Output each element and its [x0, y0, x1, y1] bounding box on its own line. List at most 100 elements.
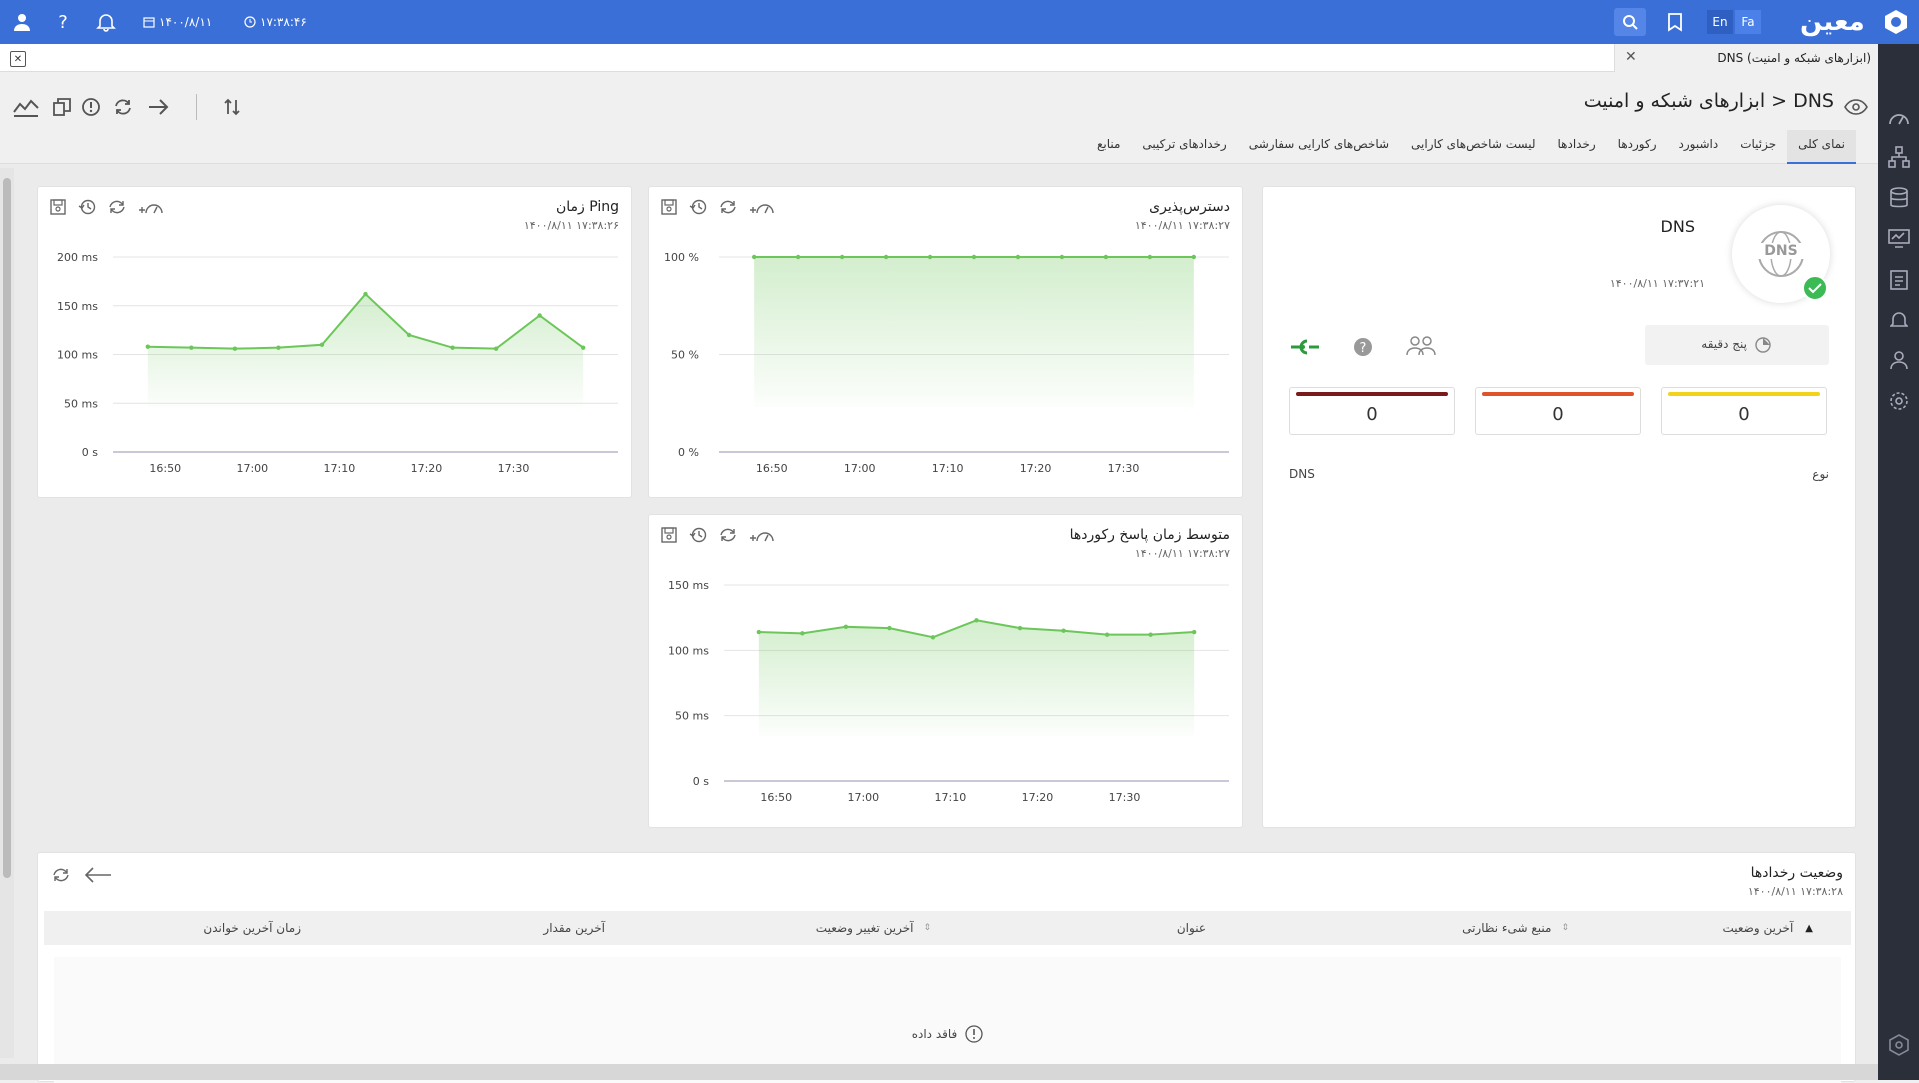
nav-tab-0[interactable]: نمای کلی	[1787, 130, 1856, 164]
data-point[interactable]	[1147, 254, 1153, 260]
arrow-left-icon[interactable]	[84, 867, 112, 883]
data-point[interactable]	[450, 345, 455, 350]
data-point[interactable]	[1191, 629, 1197, 635]
refresh-icon[interactable]	[719, 527, 737, 543]
count-minor[interactable]: 0	[1661, 387, 1827, 435]
count-major[interactable]: 0	[1475, 387, 1641, 435]
dashboard-gauge-icon[interactable]	[1888, 106, 1910, 128]
data-point[interactable]	[1015, 254, 1021, 260]
search-button[interactable]	[1614, 8, 1646, 36]
data-point[interactable]	[843, 624, 849, 630]
history-icon[interactable]	[689, 199, 707, 215]
connection-plug-icon[interactable]	[1289, 337, 1321, 357]
data-point[interactable]	[795, 254, 801, 260]
settings-icon[interactable]	[1888, 390, 1910, 412]
add-gauge-icon[interactable]	[749, 199, 775, 215]
users-icon[interactable]	[1888, 349, 1910, 371]
data-point[interactable]	[927, 254, 933, 260]
events-refresh-icon[interactable]	[52, 867, 70, 883]
nav-tab-4[interactable]: رخدادها	[1546, 130, 1606, 164]
bookmark-icon[interactable]	[1667, 0, 1683, 44]
data-point[interactable]	[1103, 254, 1109, 260]
nav-tab-2[interactable]: داشبورد	[1668, 130, 1730, 164]
data-point[interactable]	[800, 631, 805, 636]
refresh-icon[interactable]	[113, 97, 133, 117]
data-point[interactable]	[493, 346, 499, 351]
nav-tab-8[interactable]: منابع	[1086, 130, 1131, 164]
question-icon[interactable]: ?	[1353, 337, 1373, 357]
data-point[interactable]	[276, 345, 281, 350]
nav-tab-5[interactable]: لیست شاخص‌های کارایی	[1400, 130, 1546, 164]
data-point[interactable]	[232, 346, 238, 351]
save-icon[interactable]	[661, 527, 677, 543]
user-icon[interactable]	[12, 0, 32, 44]
arrow-right-icon[interactable]	[148, 98, 170, 116]
save-icon[interactable]	[50, 199, 66, 215]
data-point[interactable]	[1017, 625, 1023, 631]
data-point[interactable]	[839, 254, 845, 260]
sort-icon[interactable]	[222, 97, 242, 117]
lang-fa-button[interactable]: Fa	[1735, 10, 1761, 34]
data-point[interactable]	[537, 313, 542, 318]
nav-tab-1[interactable]: جزئیات	[1729, 130, 1787, 164]
history-icon[interactable]	[78, 199, 96, 215]
data-point[interactable]	[971, 254, 977, 260]
nav-tab-label: شاخص‌های کارایی سفارشی	[1248, 137, 1390, 151]
add-gauge-icon[interactable]	[138, 199, 164, 215]
data-point[interactable]	[319, 342, 325, 347]
nav-tab-6[interactable]: شاخص‌های کارایی سفارشی	[1238, 130, 1400, 164]
topology-icon[interactable]	[1888, 146, 1910, 168]
history-icon[interactable]	[689, 527, 707, 543]
monitor-icon[interactable]	[1888, 228, 1910, 250]
notification-icon[interactable]	[1888, 309, 1910, 331]
scrollbar-thumb[interactable]	[3, 178, 11, 878]
bell-icon[interactable]	[96, 0, 116, 44]
data-point[interactable]	[751, 254, 757, 260]
col-last-read-time[interactable]: زمان آخرین خواندن	[203, 911, 301, 945]
add-gauge-icon[interactable]	[749, 527, 775, 543]
lang-en-button[interactable]: En	[1707, 10, 1733, 34]
col-monitored-source[interactable]: منبع شیء نظارتی ⇕	[1462, 911, 1569, 945]
data-point[interactable]	[887, 625, 892, 631]
col-last-value[interactable]: آخرین مقدار	[543, 911, 605, 945]
alert-circle-icon[interactable]	[81, 97, 101, 117]
col-title[interactable]: عنوان	[1177, 911, 1206, 945]
group-users-icon[interactable]	[1405, 335, 1439, 357]
performance-chart-icon[interactable]	[12, 96, 40, 118]
eye-icon[interactable]	[1844, 99, 1868, 115]
interval-selector[interactable]: پنج دقیقه	[1645, 325, 1829, 365]
refresh-icon[interactable]	[108, 199, 126, 215]
vertical-scrollbar[interactable]	[0, 168, 14, 1058]
data-point[interactable]	[1191, 254, 1197, 260]
data-point[interactable]	[1061, 628, 1066, 633]
data-point[interactable]	[1148, 632, 1153, 637]
database-icon[interactable]	[1888, 187, 1910, 209]
col-last-status[interactable]: آخرین وضعیت ▲	[1722, 911, 1813, 945]
nav-tab-7[interactable]: رخدادهای ترکیبی	[1131, 130, 1237, 164]
data-point[interactable]	[363, 291, 368, 297]
data-point[interactable]	[1059, 254, 1065, 260]
sort-icon: ⇕	[1561, 923, 1569, 933]
data-point[interactable]	[756, 629, 762, 635]
close-all-tabs-icon[interactable]: ✕	[10, 51, 26, 67]
copy-icon[interactable]	[52, 97, 72, 117]
data-point[interactable]	[974, 618, 979, 623]
tab-dns[interactable]: DNS (ابزارهای شبکه و امنیت) ✕	[1614, 44, 1878, 72]
count-critical[interactable]: 0	[1289, 387, 1455, 435]
data-point[interactable]	[580, 345, 586, 350]
nav-tab-3[interactable]: رکوردها	[1607, 130, 1668, 164]
refresh-icon[interactable]	[719, 199, 737, 215]
report-icon[interactable]	[1888, 268, 1910, 290]
data-point[interactable]	[189, 345, 194, 350]
data-point[interactable]	[1104, 632, 1110, 637]
horizontal-scrollbar[interactable]	[0, 1064, 1878, 1080]
data-point[interactable]	[145, 344, 151, 349]
dns-icon-label: DNS	[1756, 243, 1806, 259]
close-tab-icon[interactable]: ✕	[1625, 49, 1637, 65]
save-icon[interactable]	[661, 199, 677, 215]
data-point[interactable]	[406, 332, 412, 338]
help-icon[interactable]: ?	[54, 0, 72, 44]
col-last-change[interactable]: آخرین تغییر وضعیت ⇕	[816, 911, 931, 945]
data-point[interactable]	[883, 254, 889, 260]
data-point[interactable]	[930, 635, 936, 640]
